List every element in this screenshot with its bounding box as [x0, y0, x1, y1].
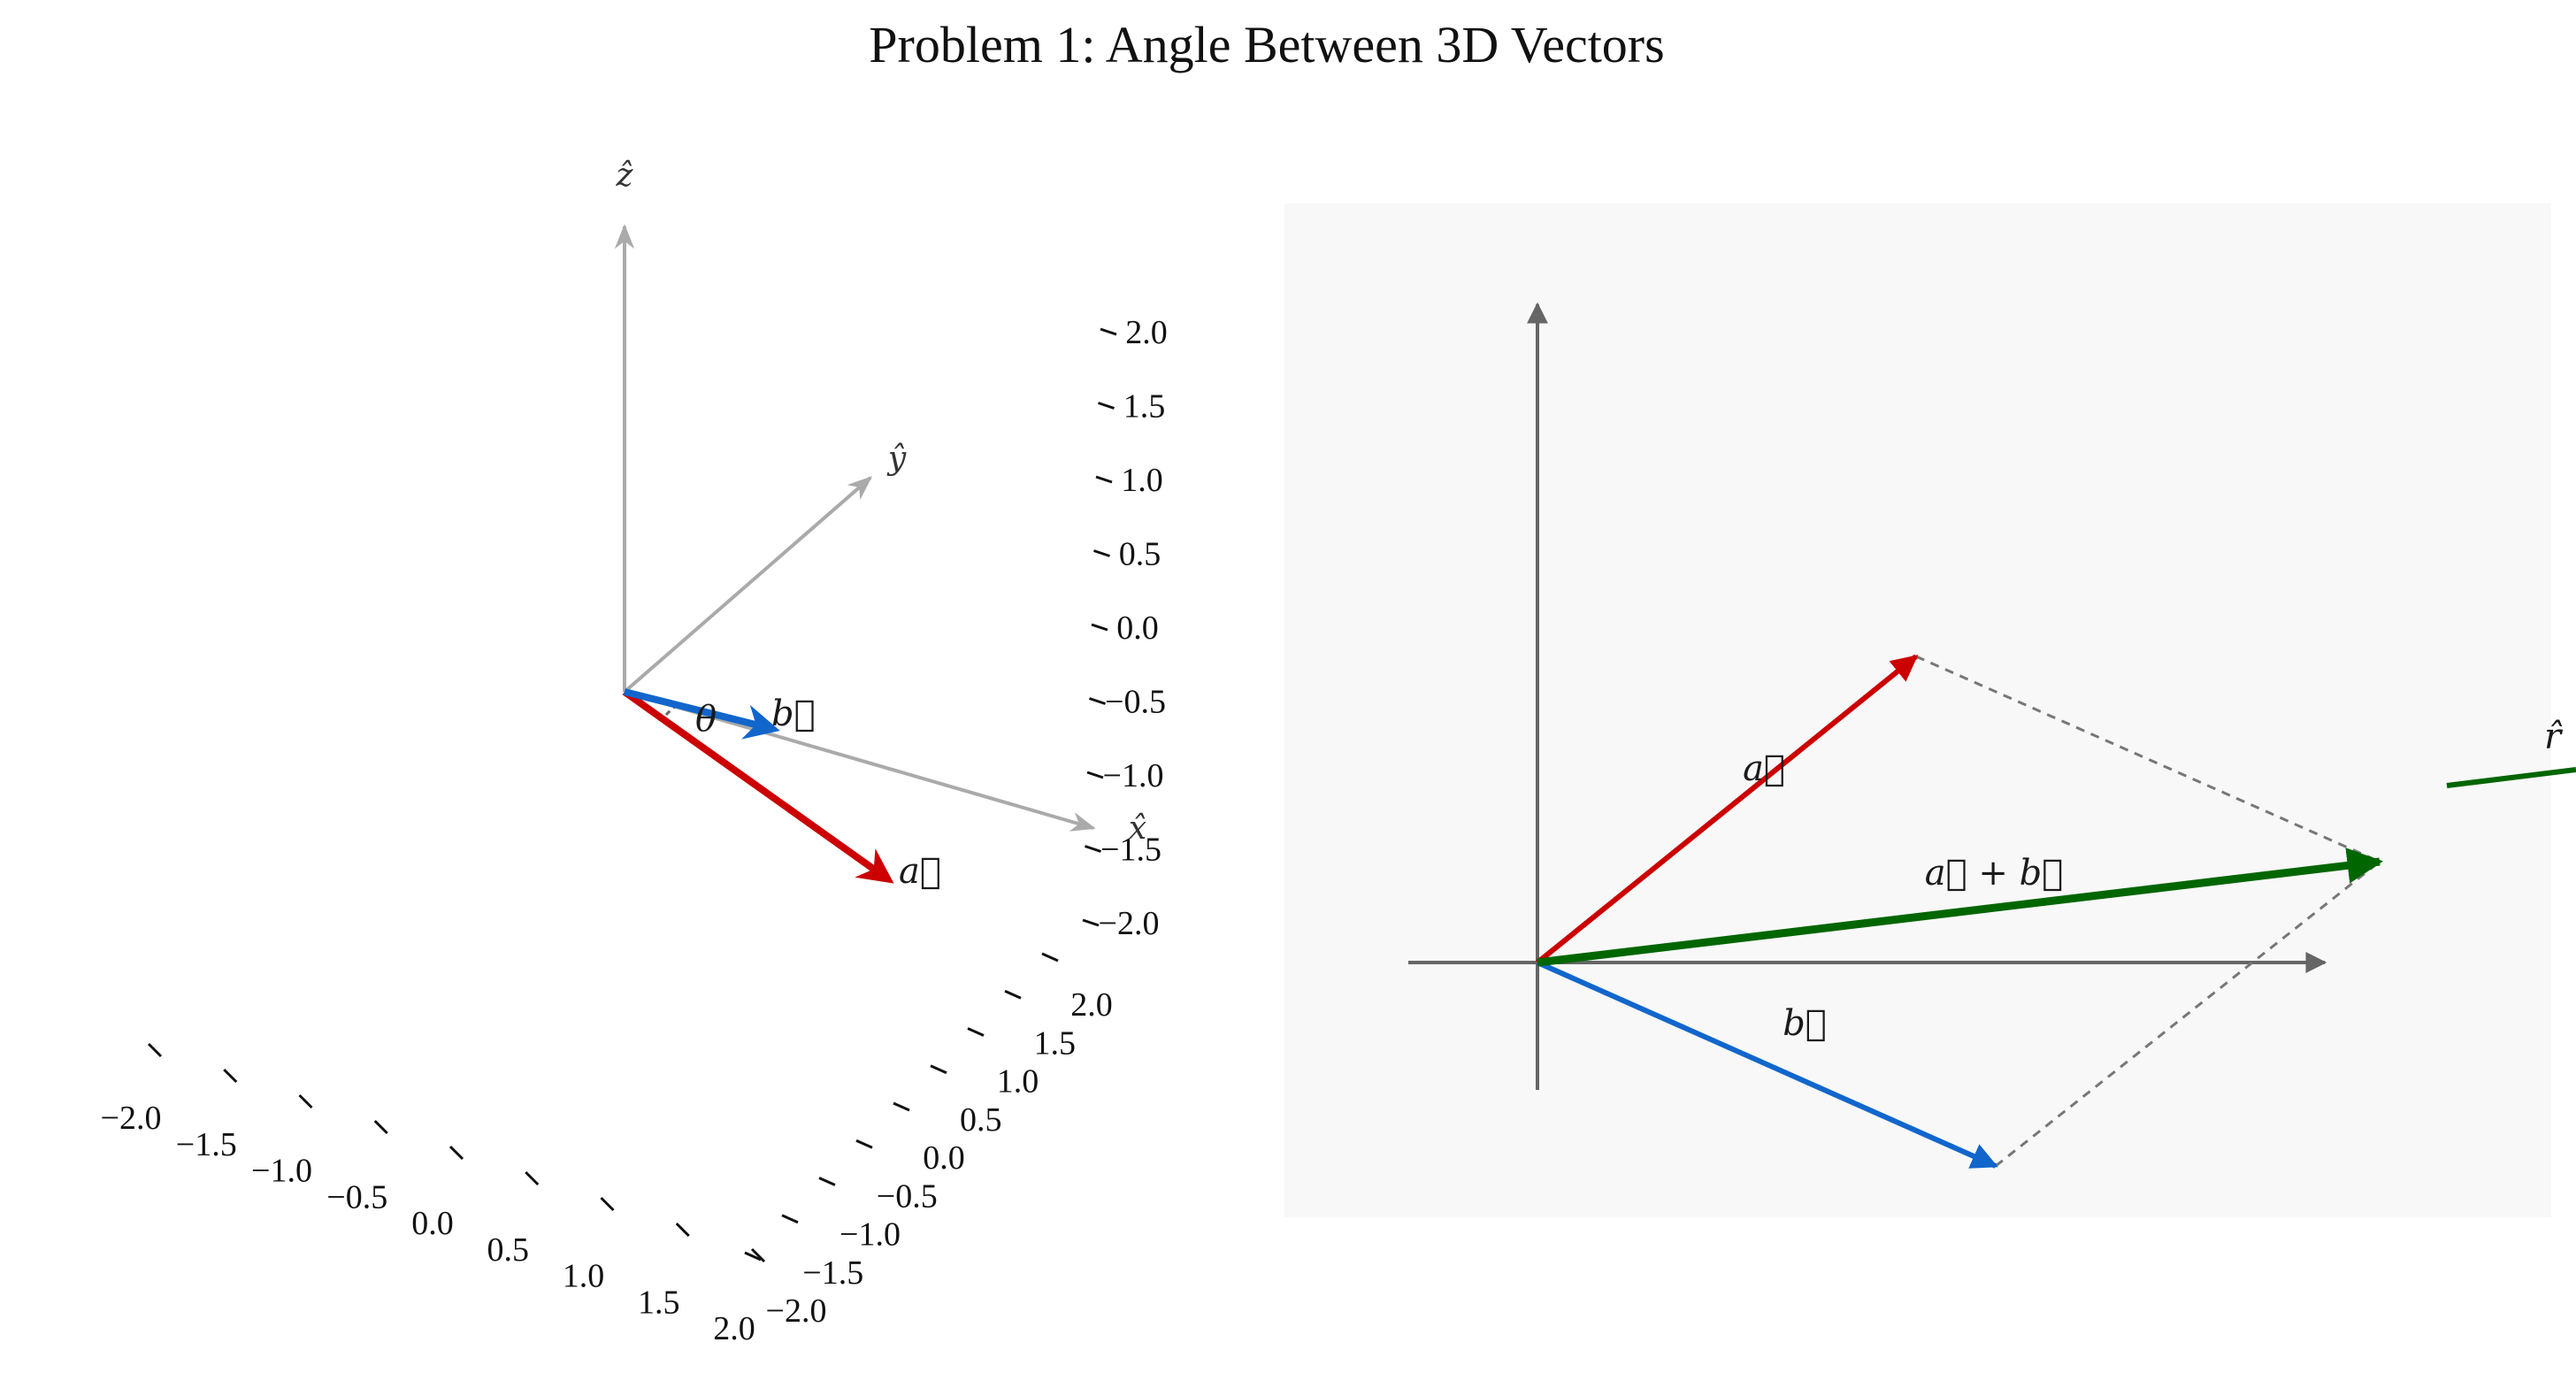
r-hat-label: r̂: [2544, 717, 2564, 757]
y-tick-label: 1.0: [997, 1063, 1039, 1101]
vector-sum-2d: [1537, 848, 2384, 967]
x-tick-mark: [600, 1196, 615, 1212]
parallelogram-side-bottom: [1995, 860, 2380, 1168]
x-tick-label: 2.0: [713, 1310, 755, 1347]
x-tick-mark: [750, 1247, 766, 1263]
figure-title: Problem 1: Angle Between 3D Vectors: [869, 16, 1664, 73]
theta-label: θ: [695, 699, 717, 740]
vector-a-3d-label: a⃗: [899, 851, 941, 892]
vector-b-2d-label: b⃗: [1782, 1003, 1827, 1044]
x-tick-label: −1.5: [176, 1126, 237, 1163]
z-tick-label: −1.0: [1103, 757, 1164, 794]
vector-b-3d-label: b⃗: [771, 694, 816, 734]
y-tick-mark: [893, 1101, 910, 1112]
z-tick-mark: [1085, 845, 1101, 853]
z-tick-mark: [1091, 623, 1108, 632]
y-tick-label: 0.0: [923, 1139, 965, 1177]
z-tick-label: 0.0: [1116, 610, 1159, 647]
z-tick-label: 1.0: [1121, 462, 1163, 499]
y-tick-mark: [818, 1177, 836, 1186]
z-tick-label: 2.0: [1125, 314, 1168, 351]
z-tick-label: −2.0: [1099, 905, 1160, 942]
x-tick-mark: [525, 1170, 540, 1186]
z-tick-mark: [1082, 918, 1100, 927]
y-tick-label: 2.0: [1070, 986, 1113, 1024]
z-tick-label: 1.5: [1123, 388, 1166, 426]
x-tick-label: −0.5: [326, 1178, 387, 1216]
vector-sum-2d-label: a⃗ + b⃗: [1925, 853, 2063, 894]
y-tick-label: 1.5: [1034, 1024, 1077, 1062]
x-tick-label: 0.5: [487, 1231, 530, 1269]
x-tick-label: −1.0: [251, 1153, 312, 1190]
z-tick-label: 0.5: [1119, 536, 1162, 573]
panel-2d-background: [1284, 203, 2551, 1217]
vector-a-2d: [1536, 654, 1919, 965]
y-tick-label: 0.5: [960, 1101, 1002, 1139]
z-tick-mark: [1093, 549, 1110, 557]
vector-b-3d: [624, 688, 780, 740]
y-tick-label: −1.0: [840, 1216, 901, 1254]
x-tick-label: 1.0: [563, 1258, 605, 1295]
x-tick-mark: [373, 1119, 388, 1135]
x-axis-label: x̂: [1129, 810, 1146, 847]
parallelogram-side-top: [1915, 655, 2380, 863]
y-tick-mark: [930, 1064, 947, 1075]
y-tick-mark: [744, 1251, 762, 1262]
left-3d-panel: ẑ ŷ x̂ a⃗ b⃗ θ 2.01.51.00.50.0−0.5−1.0−1…: [101, 157, 1168, 1347]
z-tick-group: 2.0 1.5 1.0 0.5 0.0 −0.5 −1.0 −1.5 −2.0: [1082, 314, 1168, 942]
z-tick-mark: [1100, 327, 1117, 336]
z-tick-mark: [1098, 402, 1115, 410]
y-tick-group: −2.0−1.5−1.0−0.50.00.51.01.52.0: [744, 952, 1113, 1330]
z-tick-mark: [1095, 475, 1113, 484]
x-tick-mark: [675, 1222, 690, 1238]
z-axis-label: ẑ: [616, 157, 634, 194]
x-tick-mark: [448, 1145, 464, 1161]
x-tick-label: 1.5: [638, 1284, 680, 1321]
y-axis-label: ŷ: [886, 441, 907, 477]
r-hat-vector: [2446, 767, 2576, 788]
y-tick-mark: [781, 1214, 799, 1224]
y-tick-label: −1.5: [802, 1254, 863, 1292]
x-tick-group: −2.0 −1.5 −1.0 −0.5 0.0 0.5 1.0 1.5 2.0: [101, 1042, 766, 1347]
y-tick-label: −0.5: [877, 1177, 938, 1215]
x-tick-label: −2.0: [101, 1100, 162, 1137]
x-tick-mark: [147, 1042, 163, 1058]
theta-arc: [664, 702, 680, 717]
y-tick-mark: [855, 1139, 873, 1149]
z-tick-mark: [1089, 697, 1106, 705]
x-tick-mark: [298, 1093, 313, 1109]
y-tick-mark: [1004, 989, 1022, 1000]
x-tick-mark: [223, 1068, 238, 1084]
y-axis-line: [623, 476, 873, 694]
z-tick-mark: [1086, 771, 1104, 779]
z-tick-label: −1.5: [1100, 832, 1162, 869]
y-tick-label: −2.0: [766, 1292, 827, 1330]
x-tick-label: 0.0: [411, 1205, 454, 1242]
vector-a-3d: [622, 688, 894, 884]
vector-a-2d-label: a⃗: [1743, 748, 1785, 789]
right-2d-panel: a⃗ b⃗ a⃗ + b⃗ r̂: [1284, 203, 2576, 1217]
vector-b-2d: [1536, 960, 1998, 1169]
y-tick-mark: [967, 1027, 985, 1037]
z-tick-label: −0.5: [1105, 684, 1166, 721]
y-tick-mark: [1041, 952, 1059, 963]
